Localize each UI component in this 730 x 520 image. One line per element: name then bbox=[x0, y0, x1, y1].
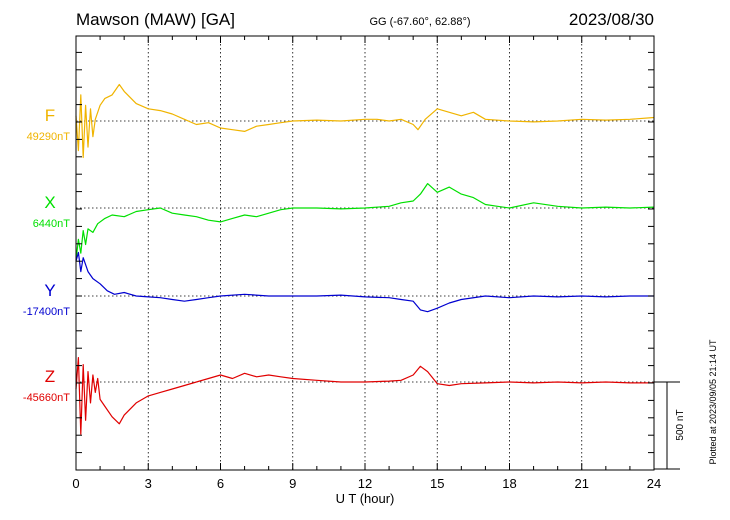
series-baseline-x: 6440nT bbox=[33, 218, 71, 230]
series-labels: F 49290nT X 6440nT Y -17400nT Z -45660nT bbox=[23, 106, 70, 404]
series-name-y: Y bbox=[44, 281, 55, 300]
series-baseline-f: 49290nT bbox=[27, 131, 71, 143]
trace-f bbox=[75, 83, 655, 159]
x-tick-label: 15 bbox=[430, 476, 444, 491]
series-baseline-y: -17400nT bbox=[23, 306, 70, 318]
trace-y bbox=[75, 251, 654, 313]
coordinates-label: GG (-67.60°, 62.88°) bbox=[369, 16, 470, 28]
trace-z bbox=[75, 357, 654, 435]
x-tick-label: 3 bbox=[145, 476, 152, 491]
date-label: 2023/08/30 bbox=[569, 10, 654, 29]
x-axis-tick-labels: 0 3 6 9 12 15 18 21 24 bbox=[72, 476, 661, 491]
x-tick-label: 24 bbox=[647, 476, 661, 491]
series-traces bbox=[75, 83, 655, 435]
x-tick-label: 18 bbox=[502, 476, 516, 491]
chart-grid bbox=[147, 36, 583, 470]
x-tick-label: 21 bbox=[575, 476, 589, 491]
plotted-at-note: Plotted at 2023/09/05 21:14 UT bbox=[708, 339, 718, 465]
station-title: Mawson (MAW) [GA] bbox=[76, 10, 235, 29]
x-axis-label: U T (hour) bbox=[336, 491, 395, 506]
series-name-f: F bbox=[45, 106, 55, 125]
scale-bar-label: 500 nT bbox=[675, 409, 686, 440]
series-baseline-z: -45660nT bbox=[23, 392, 70, 404]
x-tick-label: 0 bbox=[72, 476, 79, 491]
trace-x bbox=[75, 183, 655, 261]
series-name-z: Z bbox=[45, 367, 55, 386]
scale-bar bbox=[654, 381, 680, 470]
plot-frame bbox=[75, 35, 655, 471]
series-name-x: X bbox=[44, 193, 55, 212]
x-tick-label: 6 bbox=[217, 476, 224, 491]
x-tick-label: 12 bbox=[358, 476, 372, 491]
x-tick-label: 9 bbox=[289, 476, 296, 491]
